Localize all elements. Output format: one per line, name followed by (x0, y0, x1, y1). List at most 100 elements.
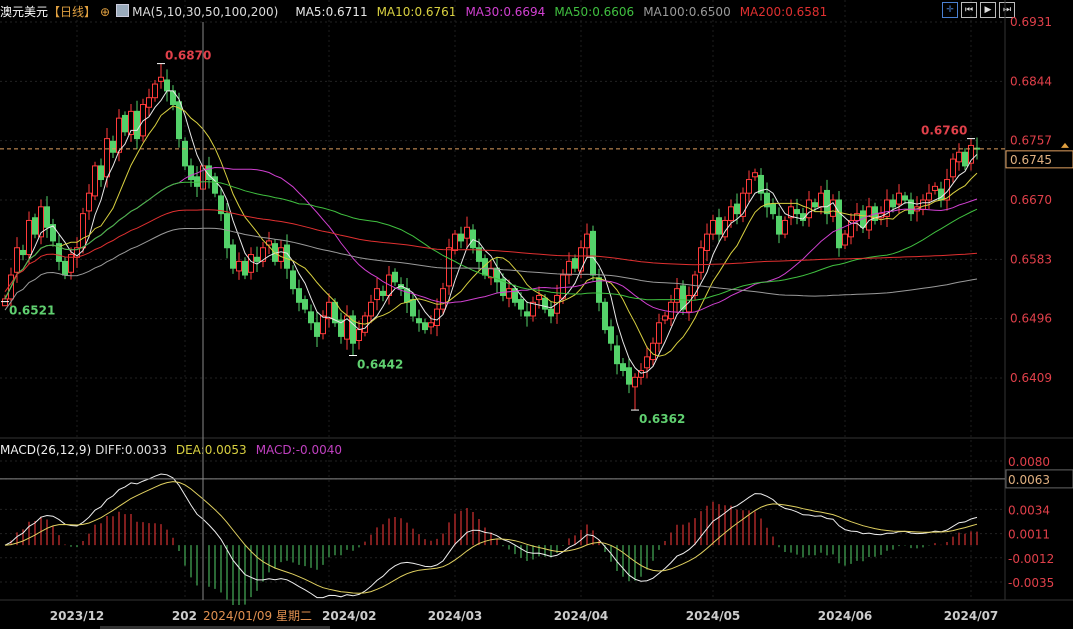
date-tick-label: 2024/05 (686, 609, 740, 623)
horizontal-scrollbar[interactable] (100, 626, 330, 629)
candle-body (488, 267, 494, 279)
candle-body (392, 271, 398, 283)
date-tick-label: 2024/03 (428, 609, 482, 623)
candle-body (20, 249, 26, 256)
candle-body (236, 260, 242, 272)
candle-body (806, 199, 812, 219)
ma-line-200 (4, 209, 978, 292)
ma-values: MA5:0.6711 MA10:0.6761 MA30:0.6694 MA50:0.6… (287, 5, 836, 19)
candle-body (140, 104, 146, 137)
candle-body (740, 192, 746, 217)
candle-body (734, 203, 740, 215)
candle-body (314, 322, 320, 337)
candle-body (428, 322, 434, 328)
candle-body (728, 206, 734, 221)
candle-body (416, 318, 422, 324)
candle-body (188, 165, 194, 181)
ma-value-4: MA100:0.6500 (643, 5, 731, 19)
candle-body (470, 229, 476, 249)
candle-body (896, 192, 902, 205)
candle-body (62, 260, 68, 276)
ma-value-2: MA30:0.6694 (465, 5, 546, 19)
candle-body (824, 189, 830, 215)
candle-body (368, 301, 374, 317)
candle-body (14, 247, 20, 273)
date-tick-label: 2024/06 (818, 609, 872, 623)
candle-body (830, 199, 836, 217)
candle-body (284, 244, 290, 269)
indicator-icon[interactable] (116, 4, 130, 17)
ma-line-50 (4, 181, 978, 301)
candle-body (962, 151, 968, 167)
candle-body (512, 288, 518, 303)
candle-body (230, 244, 236, 269)
candle-body (530, 301, 536, 317)
candle-body (422, 322, 428, 331)
candle-body (458, 233, 464, 242)
candle-body (644, 356, 650, 369)
candle-body (812, 202, 818, 208)
crosshair-icon[interactable]: ✛ (942, 2, 958, 18)
candle-body (524, 311, 530, 317)
ma-value-0: MA5:0.6711 (295, 5, 368, 19)
candle-body (902, 195, 908, 201)
candle-body (296, 288, 302, 303)
candle-body (890, 199, 896, 208)
candle-body (242, 260, 248, 276)
ma-value-1: MA10:0.6761 (376, 5, 457, 19)
skip-start-icon[interactable]: ⏮ (961, 2, 977, 18)
ma-line-10 (4, 105, 978, 357)
candle-body (776, 215, 782, 235)
candle-body (464, 226, 470, 239)
current-price-box (1005, 150, 1073, 169)
diff-line (4, 473, 978, 599)
candle-body (116, 117, 122, 153)
candle-body (404, 288, 410, 303)
macd-value: MACD:-0.0040 (255, 443, 343, 457)
candle-body (866, 206, 872, 231)
candle-body (842, 233, 848, 246)
price-tick-label: 0.6844 (1010, 74, 1052, 88)
price-tick-label: 0.6583 (1010, 252, 1052, 266)
candle-body (110, 140, 116, 153)
extreme-label: 0.6442 (357, 357, 403, 371)
candle-body (44, 206, 50, 228)
macd-tick-label: 0.0011 (1008, 528, 1050, 542)
candle-body (164, 79, 170, 92)
date-tick-label: 2024/02 (322, 609, 376, 623)
candle-body (764, 192, 770, 208)
macd-diff: DIFF:0.0033 (95, 443, 167, 457)
candle-body (380, 290, 386, 296)
candle-body (884, 199, 890, 217)
candle-body (176, 101, 182, 140)
candle-body (698, 247, 704, 273)
candle-body (506, 288, 512, 299)
candle-body (302, 299, 308, 310)
candle-body (908, 199, 914, 215)
candle-body (608, 326, 614, 344)
candle-body (452, 233, 458, 251)
candle-body (932, 185, 938, 191)
candle-body (2, 298, 8, 307)
symbol-name: 澳元美元 (0, 5, 49, 19)
candle-body (134, 110, 140, 140)
settings-icon[interactable]: ⊕ (100, 5, 111, 19)
macd-label: MACD(26,12,9) (0, 443, 92, 457)
candle-body (800, 213, 806, 221)
skip-end-icon[interactable]: ⏭ (999, 2, 1015, 18)
candle-body (854, 213, 860, 221)
candle-body (554, 294, 560, 314)
candle-body (596, 277, 602, 303)
candle-body (356, 329, 362, 341)
extreme-label: 0.6760 (921, 124, 967, 138)
period-label[interactable]: 【日线】 (48, 5, 97, 19)
play-icon[interactable]: ▶ (980, 2, 996, 18)
ma-value-5: MA200:0.6581 (739, 5, 828, 19)
extreme-label: 0.6870 (165, 49, 211, 63)
price-tick-label: 0.6496 (1010, 312, 1052, 326)
candle-body (614, 345, 620, 365)
candle-body (584, 233, 590, 249)
candle-body (26, 219, 32, 256)
date-tick-label: 2023/12 (50, 609, 104, 623)
